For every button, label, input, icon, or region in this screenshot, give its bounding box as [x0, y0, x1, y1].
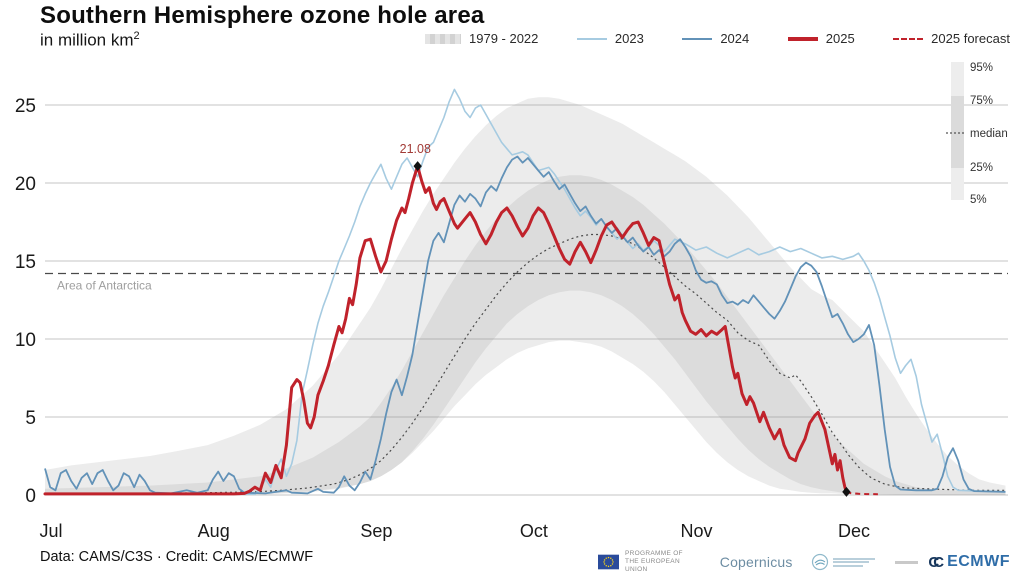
partner-logo-emblem [811, 553, 828, 571]
y-tick-label-5: 5 [25, 408, 36, 429]
ecmwf-emblem: CC [928, 553, 943, 571]
legend-item-2024: 2024 [682, 31, 749, 46]
y-tick-label-20: 20 [15, 174, 36, 195]
y-tick-label-25: 25 [15, 96, 36, 117]
footer-logos: PROGRAMME OF THE EUROPEAN UNION Copernic… [598, 549, 1010, 575]
percentile-key-label-75: 75% [970, 95, 993, 107]
legend-item-2025-forecast: 2025 forecast [893, 31, 1010, 46]
x-tick-label-jul: Jul [39, 521, 62, 541]
percentile-key-label-95: 95% [970, 62, 993, 74]
last-observation-marker-diamond [842, 486, 851, 497]
eu-flag-logo [598, 554, 620, 570]
legend-label: 2023 [614, 31, 644, 46]
legend-swatch [787, 36, 818, 41]
eu-flag-field [598, 554, 620, 570]
legend-label: 1979 - 2022 [469, 31, 539, 46]
x-tick-label-aug: Aug [198, 521, 230, 541]
legend-label: 2025 [825, 31, 855, 46]
percentile-key-label-5: 5% [970, 194, 987, 206]
copernicus-logo: Copernicus [719, 554, 793, 570]
eu-programme-line2: THE EUROPEAN UNION [625, 557, 680, 574]
x-tick-label-oct: Oct [520, 521, 548, 541]
x-tick-label-sep: Sep [360, 521, 392, 541]
partner-logo [811, 553, 875, 571]
legend-label: 2025 forecast [931, 31, 1010, 46]
antarctica-label: Area of Antarctica [57, 278, 152, 292]
unit-superscript: 2 [133, 30, 140, 42]
legend-label: 2024 [720, 31, 750, 46]
peak-marker-diamond [413, 161, 422, 172]
eu-programme-line1: PROGRAMME OF [625, 549, 683, 557]
x-tick-label-nov: Nov [681, 521, 713, 541]
series-2025-line [43, 164, 848, 496]
legend-item-2025: 2025 [787, 31, 855, 46]
page-title: Southern Hemisphere ozone hole area [40, 2, 485, 29]
percentile-key-bar-inner [951, 96, 964, 168]
chart-unit-label: in million km2 [40, 30, 140, 51]
y-tick-label-10: 10 [15, 330, 36, 351]
implemented-by-text-blur [894, 560, 919, 564]
percentile-key-label-25: 25% [970, 162, 993, 174]
legend-swatch [576, 37, 607, 40]
legend-item-1979---2022: 1979 - 2022 [425, 31, 538, 46]
series-2023-line [150, 88, 1006, 496]
legend-swatch [425, 33, 461, 44]
eu-programme-label: PROGRAMME OF THE EUROPEAN UNION [625, 550, 698, 574]
y-tick-label-15: 15 [15, 252, 36, 273]
y-tick-label-0: 0 [25, 486, 36, 507]
legend-item-2023: 2023 [576, 31, 644, 46]
chart-legend: 1979 - 2022 2023 2024 2025 2025 forecast [425, 31, 1010, 46]
partner-logo-text-blur [832, 556, 875, 568]
legend-swatch [893, 37, 924, 40]
x-tick-label-dec: Dec [838, 521, 870, 541]
peak-value-label: 21.08 [400, 142, 431, 156]
percentile-key-label-median: median [970, 128, 1008, 140]
data-credit: Data: CAMS/C3S · Credit: CAMS/ECMWF [40, 549, 314, 565]
ecmwf-wordmark: ECMWF [947, 553, 1010, 570]
unit-text: in million km [40, 30, 134, 50]
median-dotted-line [45, 233, 1006, 494]
ecmwf-logo: CC ECMWF [928, 553, 1010, 571]
series-2024-line [44, 155, 1006, 495]
legend-swatch [682, 37, 713, 40]
eu-flag-stars [603, 556, 614, 568]
